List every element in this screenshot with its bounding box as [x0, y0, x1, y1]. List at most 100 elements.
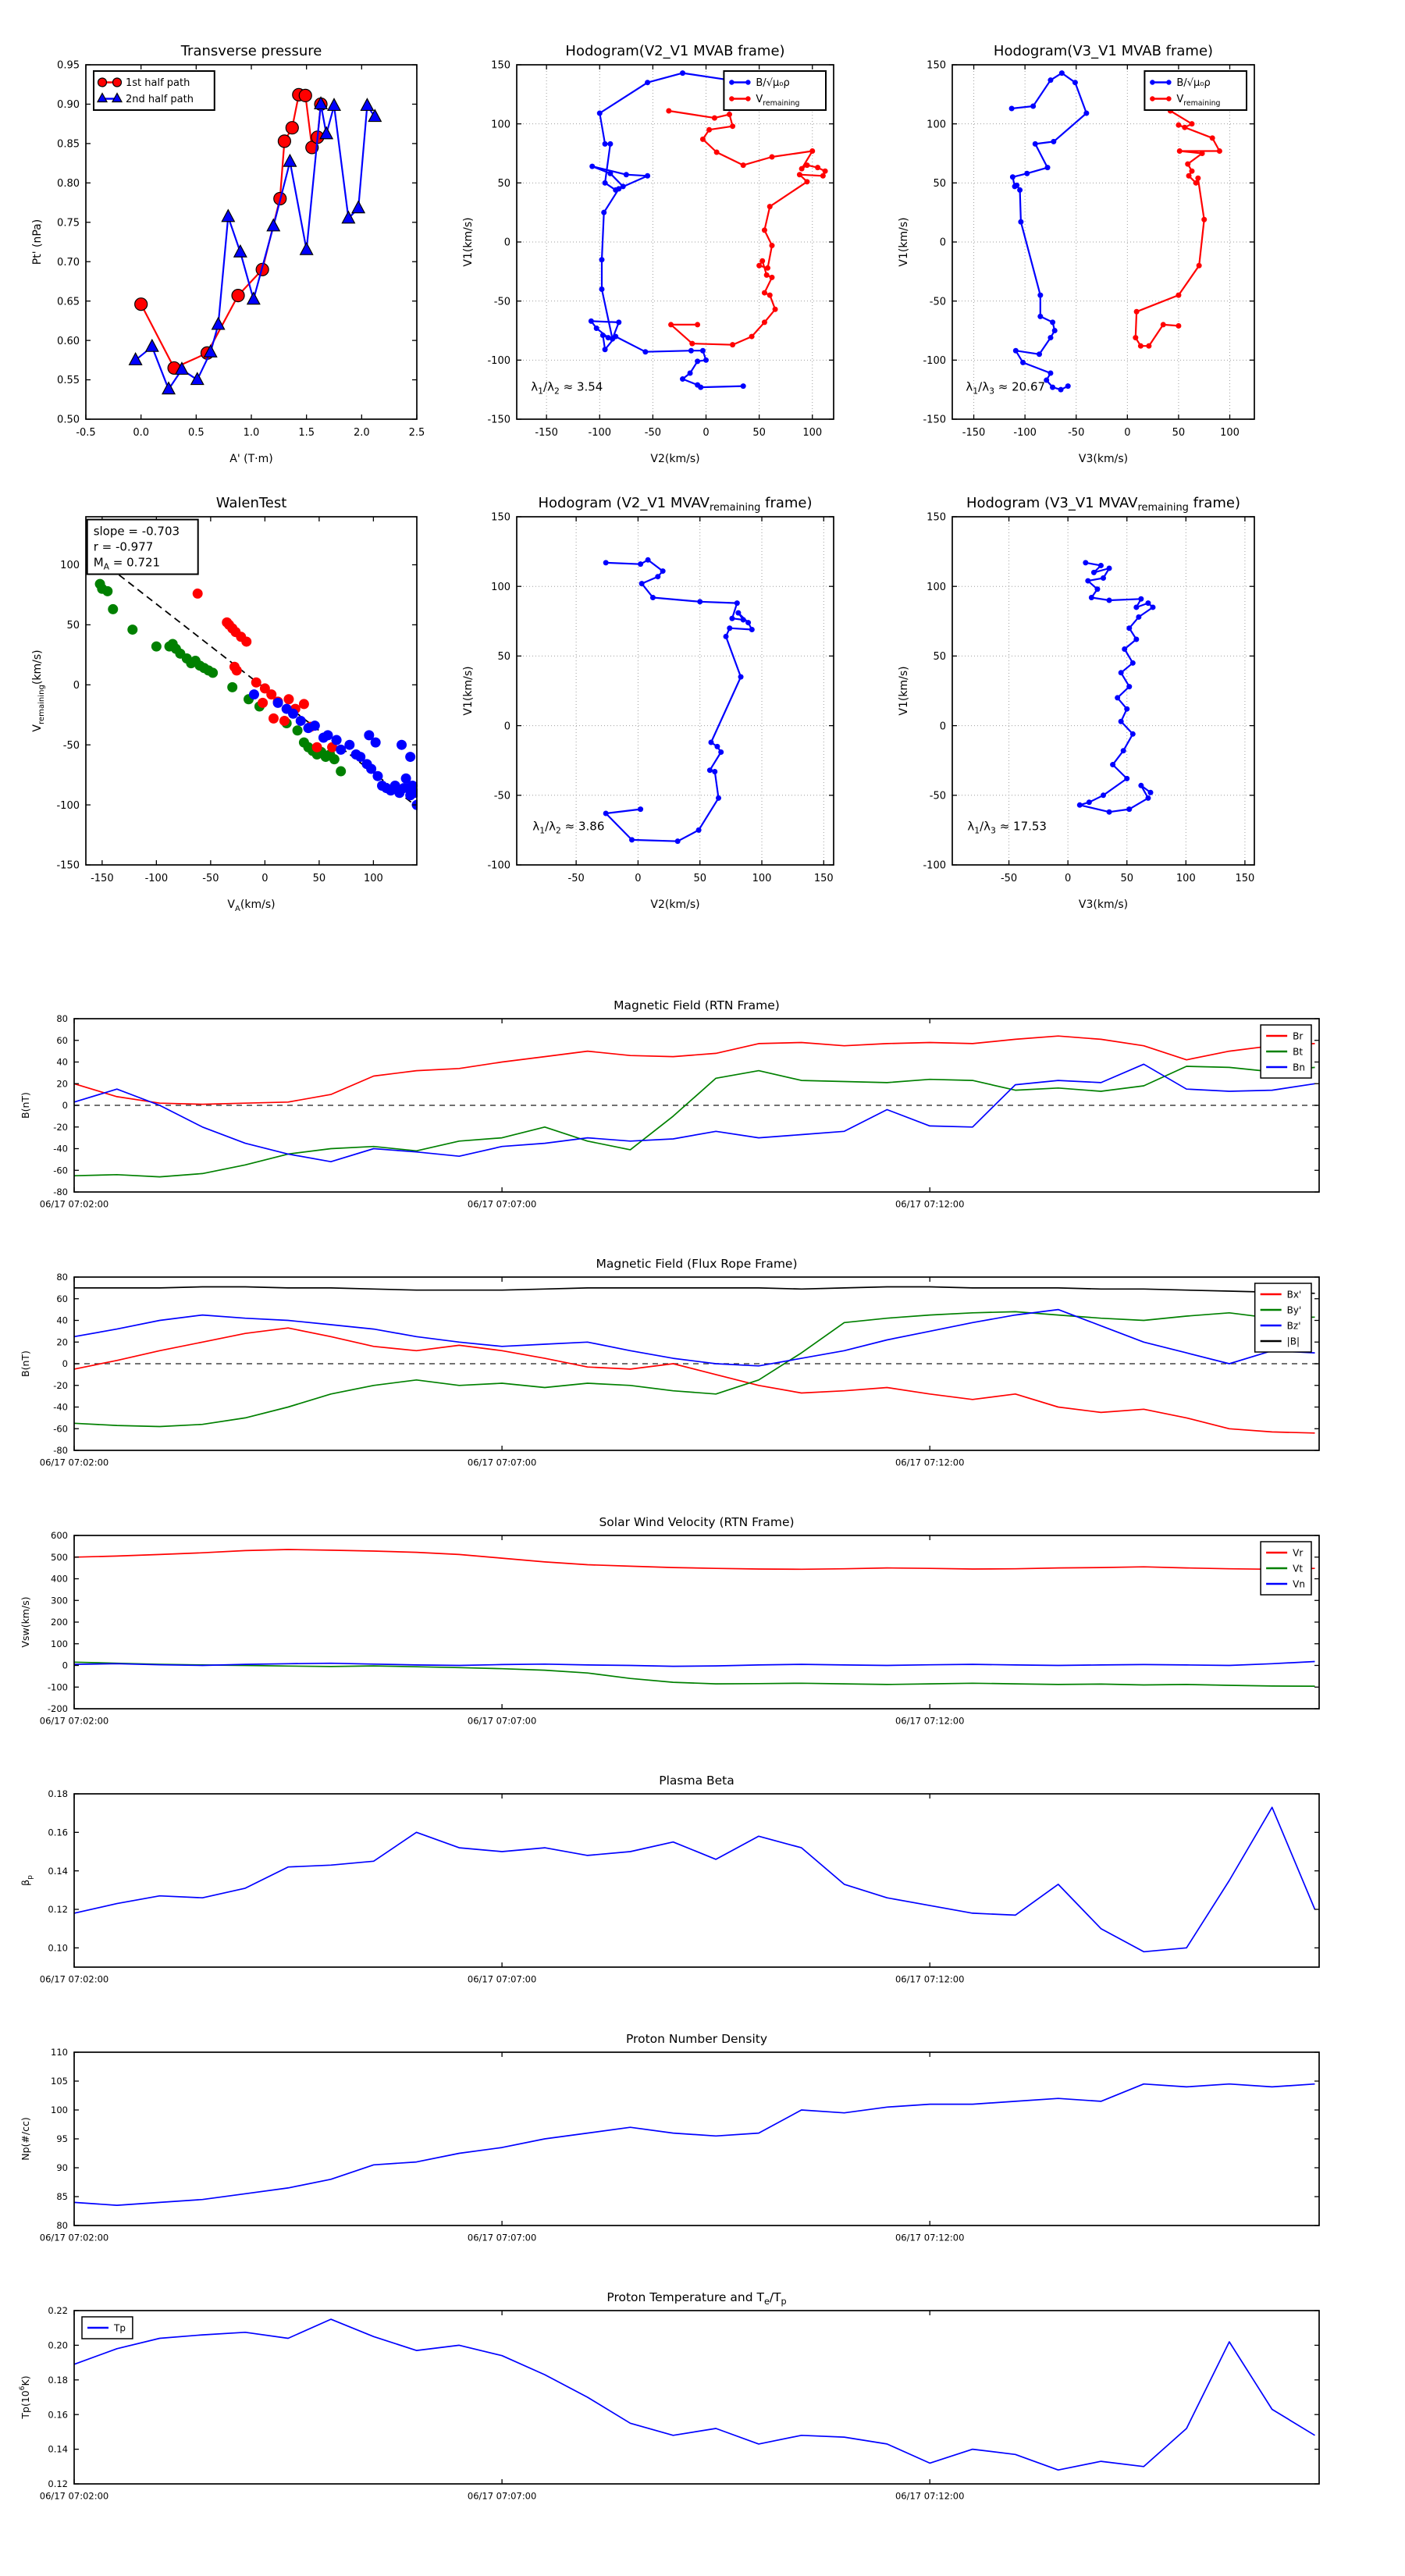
svg-text:0: 0 — [940, 237, 946, 249]
svg-text:λ1/λ2 ≈ 3.86: λ1/λ2 ≈ 3.86 — [532, 819, 604, 835]
svg-text:-50: -50 — [202, 873, 219, 884]
svg-text:06/17 07:07:00: 06/17 07:07:00 — [468, 2491, 536, 2502]
svg-text:Hodogram(V3_V1 MVAB frame): Hodogram(V3_V1 MVAB frame) — [994, 43, 1213, 59]
svg-text:06/17 07:07:00: 06/17 07:07:00 — [468, 1716, 536, 1727]
svg-text:0.22: 0.22 — [48, 2305, 68, 2316]
svg-text:-100: -100 — [487, 355, 510, 367]
plasma-beta: 06/17 07:02:00 06/17 07:07:00 06/17 07:12:… — [20, 1774, 1320, 1985]
svg-text:80: 80 — [56, 1272, 68, 1283]
hodogram-v2v1-mvab: -150 -100 -50 0 50 100 -150 -100 -50 0 50 100 150 Hod… — [462, 43, 834, 465]
svg-text:Vremaining: Vremaining — [1176, 94, 1220, 108]
svg-text:1st half path: 1st half path — [126, 77, 190, 89]
svg-text:Np(#/cc): Np(#/cc) — [20, 2117, 31, 2160]
svg-text:λ1/λ3 ≈ 17.53: λ1/λ3 ≈ 17.53 — [967, 819, 1047, 835]
svg-text:06/17 07:02:00: 06/17 07:02:00 — [40, 2233, 108, 2243]
svg-text:Bt: Bt — [1293, 1046, 1303, 1057]
svg-text:600: 600 — [51, 1530, 68, 1541]
svg-text:0.60: 0.60 — [57, 336, 80, 347]
svg-text:-100: -100 — [1013, 427, 1037, 439]
svg-text:0.0: 0.0 — [133, 427, 149, 439]
svg-text:100: 100 — [1176, 873, 1196, 884]
svg-text:100: 100 — [927, 119, 946, 130]
svg-text:Pt' (nPa): Pt' (nPa) — [31, 219, 44, 265]
svg-text:0.16: 0.16 — [48, 1827, 68, 1838]
walen-test: -150 -100 -50 0 50 100 -150 -100 -50 0 50 100 WalenT… — [31, 495, 418, 913]
svg-text:0.80: 0.80 — [57, 178, 80, 190]
svg-text:-60: -60 — [53, 1165, 68, 1176]
svg-text:0: 0 — [73, 680, 80, 692]
svg-text:-50: -50 — [1068, 427, 1084, 439]
svg-text:2.5: 2.5 — [409, 427, 425, 439]
svg-text:-50: -50 — [645, 427, 661, 439]
svg-text:-0.5: -0.5 — [76, 427, 95, 439]
svg-text:Vsw(km/s): Vsw(km/s) — [20, 1596, 31, 1647]
svg-text:06/17 07:02:00: 06/17 07:02:00 — [40, 2491, 108, 2502]
svg-text:-150: -150 — [487, 415, 510, 426]
svg-text:0: 0 — [62, 1358, 68, 1369]
svg-text:-150: -150 — [535, 427, 558, 439]
svg-text:0.70: 0.70 — [57, 257, 80, 269]
transverse-pressure: -0.5 0.0 0.5 1.0 1.5 2.0 2.5 0.50 0.55 0.60 0.65 0.… — [31, 43, 425, 465]
svg-text:06/17 07:07:00: 06/17 07:07:00 — [468, 1974, 536, 1985]
svg-text:Vremaining(km/s): Vremaining(km/s) — [31, 649, 46, 731]
svg-text:-20: -20 — [53, 1380, 68, 1391]
svg-text:0: 0 — [62, 1660, 68, 1671]
svg-text:0.16: 0.16 — [48, 2409, 68, 2420]
svg-text:150: 150 — [927, 60, 946, 72]
svg-text:100: 100 — [51, 1638, 68, 1649]
svg-text:40: 40 — [56, 1057, 68, 1068]
svg-text:-40: -40 — [53, 1402, 68, 1413]
hodogram-v3v1-mvab: -150 -100 -50 0 50 100 -150 -100 -50 0 50 100 150 Hod… — [898, 43, 1255, 465]
svg-text:100: 100 — [491, 119, 510, 130]
svg-text:0: 0 — [702, 427, 709, 439]
svg-text:-50: -50 — [494, 296, 510, 308]
svg-text:B/√μ₀ρ: B/√μ₀ρ — [756, 77, 789, 89]
svg-text:50: 50 — [1120, 873, 1133, 884]
svg-text:20: 20 — [56, 1336, 68, 1347]
svg-text:Solar Wind Velocity (RTN Frame: Solar Wind Velocity (RTN Frame) — [599, 1515, 794, 1529]
svg-text:-20: -20 — [53, 1122, 68, 1133]
svg-text:0: 0 — [504, 237, 510, 249]
svg-text:50: 50 — [933, 651, 946, 663]
svg-text:110: 110 — [51, 2047, 68, 2058]
svg-text:1.0: 1.0 — [244, 427, 260, 439]
svg-text:0.55: 0.55 — [57, 375, 80, 386]
svg-text:100: 100 — [60, 560, 80, 571]
svg-text:slope = -0.703: slope = -0.703 — [94, 525, 180, 539]
svg-text:-100: -100 — [487, 860, 510, 872]
svg-text:Bx': Bx' — [1287, 1289, 1302, 1300]
svg-text:150: 150 — [491, 512, 510, 524]
svg-text:80: 80 — [56, 2220, 68, 2231]
svg-text:-150: -150 — [56, 860, 80, 872]
svg-text:90: 90 — [56, 2162, 68, 2173]
svg-text:-100: -100 — [145, 873, 169, 884]
svg-text:06/17 07:12:00: 06/17 07:12:00 — [895, 2491, 964, 2502]
svg-text:λ1/λ2 ≈ 3.54: λ1/λ2 ≈ 3.54 — [531, 380, 603, 397]
svg-text:-150: -150 — [91, 873, 114, 884]
svg-text:-80: -80 — [53, 1445, 68, 1456]
svg-text:-40: -40 — [53, 1144, 68, 1155]
svg-text:50: 50 — [66, 620, 80, 632]
svg-text:06/17 07:02:00: 06/17 07:02:00 — [40, 1974, 108, 1985]
svg-text:100: 100 — [51, 2105, 68, 2115]
svg-text:06/17 07:12:00: 06/17 07:12:00 — [895, 1457, 964, 1468]
svg-text:80: 80 — [56, 1013, 68, 1024]
svg-text:-150: -150 — [962, 427, 986, 439]
svg-text:Magnetic Field (Flux Rope Fram: Magnetic Field (Flux Rope Frame) — [596, 1257, 798, 1271]
svg-text:Vn: Vn — [1293, 1578, 1305, 1589]
svg-text:V1(km/s): V1(km/s) — [462, 666, 475, 715]
svg-text:Hodogram (V3_V1 MVAVremaining: Hodogram (V3_V1 MVAVremaining frame) — [966, 495, 1240, 514]
svg-text:0.75: 0.75 — [57, 217, 80, 229]
hodogram-v3v1-mvavr: -50 0 50 100 150 -100 -50 0 50 100 150 Hodogram (V3… — [898, 495, 1255, 911]
svg-text:0.14: 0.14 — [48, 1866, 68, 1877]
svg-text:-150: -150 — [923, 415, 946, 426]
svg-text:Hodogram(V2_V1 MVAB frame): Hodogram(V2_V1 MVAB frame) — [565, 43, 784, 59]
svg-text:βp: βp — [20, 1875, 34, 1886]
svg-text:λ1/λ3 ≈ 20.67: λ1/λ3 ≈ 20.67 — [966, 380, 1045, 397]
svg-text:06/17 07:07:00: 06/17 07:07:00 — [468, 1457, 536, 1468]
svg-text:50: 50 — [1172, 427, 1186, 439]
svg-text:06/17 07:07:00: 06/17 07:07:00 — [468, 2233, 536, 2243]
svg-text:r = -0.977: r = -0.977 — [94, 540, 154, 554]
svg-text:|B|: |B| — [1287, 1336, 1300, 1347]
magnetic-field-flux-rope: 06/17 07:02:00 06/17 07:07:00 06/17 07:12:… — [20, 1257, 1320, 1468]
